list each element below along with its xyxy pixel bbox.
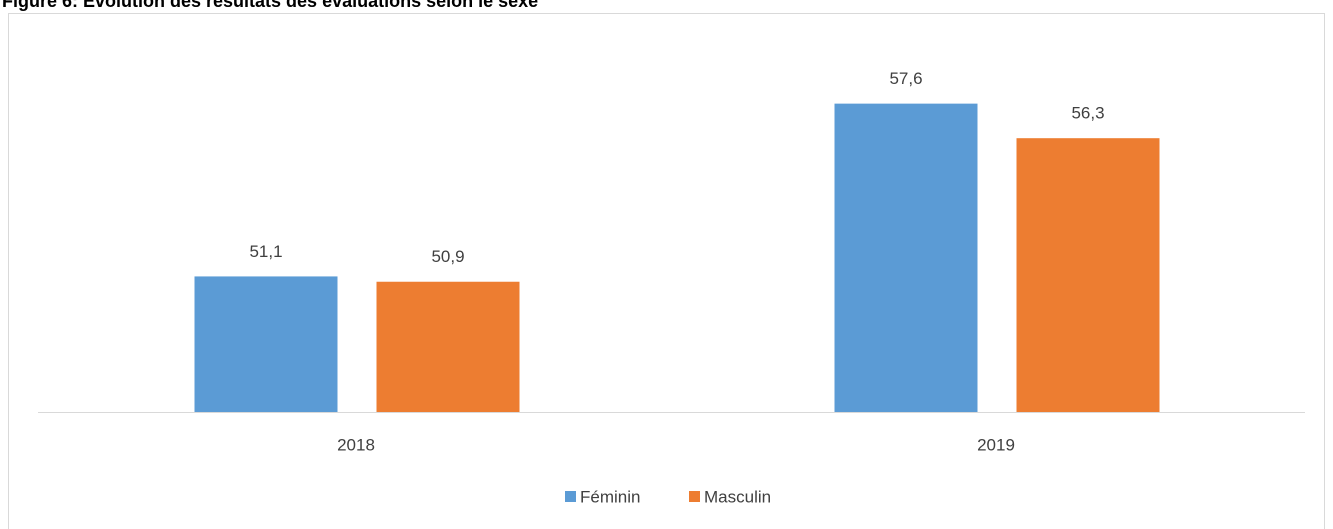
legend-swatch [689, 491, 700, 502]
bar [194, 276, 338, 412]
bar [834, 103, 978, 412]
x-tick-label: 2018 [337, 435, 375, 454]
data-label: 50,9 [431, 247, 464, 266]
x-tick-label: 2019 [977, 435, 1015, 454]
bar [1016, 138, 1160, 413]
data-label: 57,6 [889, 69, 922, 88]
data-label: 56,3 [1071, 104, 1104, 123]
bar [376, 281, 520, 412]
legend-label: Masculin [704, 487, 771, 506]
chart-title: Figure 6: Évolution des résultats des év… [2, 0, 538, 11]
legend-swatch [565, 491, 576, 502]
legend-label: Féminin [580, 487, 640, 506]
data-label: 51,1 [249, 242, 282, 261]
